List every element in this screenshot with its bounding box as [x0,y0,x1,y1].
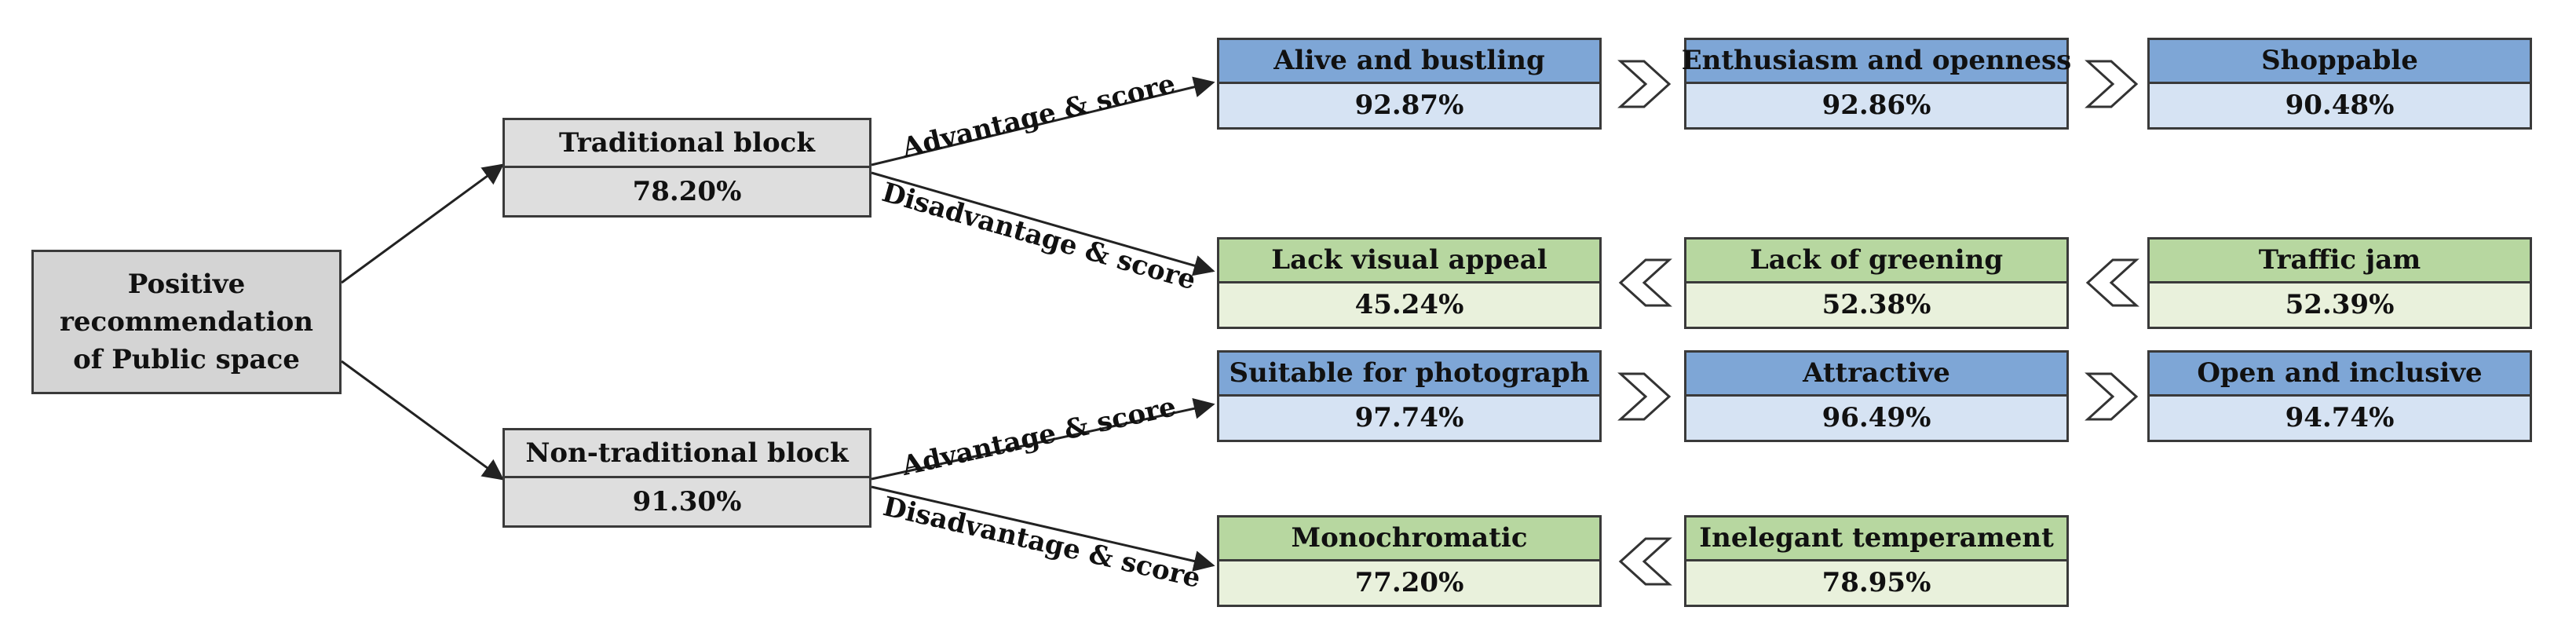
item-score: 52.38% [1686,283,2066,327]
item-score: 92.87% [1219,83,1599,127]
block-name: Non-traditional block [505,430,869,478]
item-score: 45.24% [1219,283,1599,327]
root-node: Positive recommendation of Public space [31,250,342,394]
traditional-advantage-2: Enthusiasm and openness 92.86% [1682,38,2071,130]
edge-label-traditional-advantage: Advantage & score [899,68,1178,164]
nontraditional-disadvantage-2: Inelegant temperament 78.95% [1684,515,2069,607]
arrow-root-to-nontraditional [341,360,505,481]
item-label: Alive and bustling [1219,40,1599,84]
traditional-block-node: Traditional block 78.20% [502,118,871,218]
traditional-disadvantage-2: Lack of greening 52.38% [1684,237,2069,329]
item-score: 97.74% [1219,396,1599,440]
block-name: Traditional block [505,120,869,168]
block-score: 78.20% [505,167,869,215]
item-score: 94.74% [2150,396,2530,440]
edge-label-nontraditional-advantage: Advantage & score [899,390,1179,483]
item-label: Lack of greening [1686,240,2066,283]
chevron-right-icon [1617,60,1672,108]
chevron-left-icon [2085,258,2139,307]
nontraditional-block-node: Non-traditional block 91.30% [502,428,871,528]
item-label: Monochromatic [1219,517,1599,561]
item-label: Enthusiasm and openness [1682,40,2071,84]
traditional-advantage-1: Alive and bustling 92.87% [1217,38,1602,130]
root-label: Positive recommendation of Public space [59,269,314,375]
item-label: Shoppable [2150,40,2530,84]
edge-label-traditional-disadvantage: Disadvantage & score [878,177,1200,297]
item-score: 96.49% [1686,396,2066,440]
chevron-right-icon [1617,372,1672,421]
item-label: Open and inclusive [2150,353,2530,397]
chevron-right-icon [2085,60,2139,108]
item-label: Traffic jam [2150,240,2530,283]
nontraditional-advantage-1: Suitable for photograph 97.74% [1217,350,1602,442]
nontraditional-advantage-3: Open and inclusive 94.74% [2147,350,2532,442]
traditional-advantage-3: Shoppable 90.48% [2147,38,2532,130]
item-score: 52.39% [2150,283,2530,327]
nontraditional-advantage-2: Attractive 96.49% [1684,350,2069,442]
edge-label-nontraditional-disadvantage: Disadvantage & score [880,491,1204,594]
item-score: 90.48% [2150,83,2530,127]
block-score: 91.30% [505,477,869,525]
traditional-disadvantage-1: Lack visual appeal 45.24% [1217,237,1602,329]
item-label: Attractive [1686,353,2066,397]
arrow-root-to-traditional [341,163,505,284]
item-label: Suitable for photograph [1219,353,1599,397]
item-score: 77.20% [1219,561,1599,605]
chevron-left-icon [1618,537,1672,586]
chevron-right-icon [2085,372,2139,421]
traditional-disadvantage-3: Traffic jam 52.39% [2147,237,2532,329]
item-label: Lack visual appeal [1219,240,1599,283]
chevron-left-icon [1618,258,1672,307]
item-label: Inelegant temperament [1686,517,2066,561]
item-score: 78.95% [1686,561,2066,605]
item-score: 92.86% [1686,83,2066,127]
nontraditional-disadvantage-1: Monochromatic 77.20% [1217,515,1602,607]
